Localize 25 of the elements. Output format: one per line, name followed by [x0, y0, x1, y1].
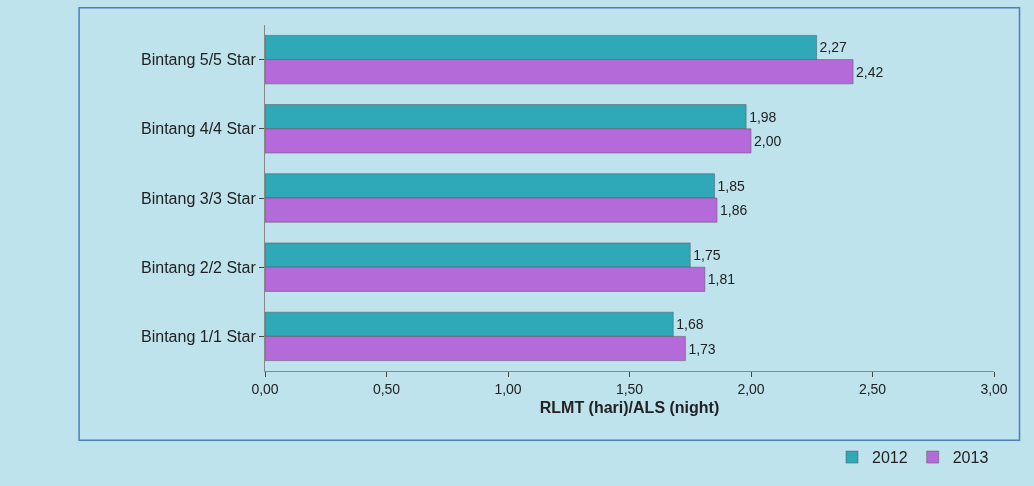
data-label: 1,86	[719, 202, 748, 219]
data-label: 1,73	[688, 340, 716, 357]
y-tick-label: Bintang 1/1 Star	[141, 328, 257, 345]
data-label: 1,85	[717, 177, 746, 194]
y-tick-label: Bintang 5/5 Star	[141, 51, 257, 69]
x-tick-label: 0,00	[251, 380, 279, 397]
data-label: 1,68	[676, 316, 704, 333]
legend-label: 2013	[952, 449, 989, 467]
x-axis-title: RLMT (hari)/ALS (night)	[539, 399, 720, 417]
x-tick-label: 2,00	[737, 380, 765, 397]
x-tick-label: 0,50	[372, 380, 401, 397]
data-label: 2,00	[754, 132, 782, 149]
x-tick-label: 1,50	[615, 380, 644, 397]
data-label: 2,27	[819, 39, 848, 56]
legend-label: 2012	[872, 449, 908, 467]
data-label: 1,75	[693, 247, 721, 264]
x-tick-label: 1,00	[494, 380, 522, 397]
y-tick-label: Bintang 3/3 Star	[141, 189, 257, 207]
data-label: 2,42	[856, 63, 884, 80]
y-tick-label: Bintang 2/2 Star	[141, 258, 257, 276]
x-tick-label: 2,50	[858, 380, 887, 397]
y-tick-label: Bintang 4/4 Star	[141, 120, 257, 138]
data-label: 1,98	[749, 108, 777, 125]
x-tick-label: 3,00	[980, 380, 1008, 397]
data-label: 1,81	[707, 271, 736, 288]
